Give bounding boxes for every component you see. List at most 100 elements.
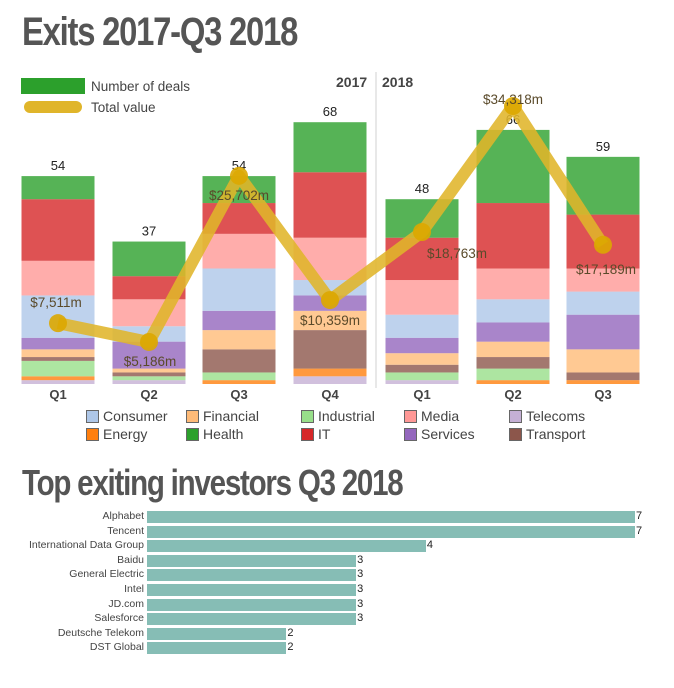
bar-segment-media (566, 268, 640, 292)
investor-bar (147, 540, 426, 553)
bar-segment-consumer (202, 268, 276, 311)
bar-segment-services (476, 322, 550, 342)
bar-segment-transport (385, 364, 459, 373)
bar-segment-industrial (21, 360, 95, 377)
bar-segment-services (202, 310, 276, 331)
investor-row: JD.com 3 (0, 598, 674, 613)
investor-label: International Data Group (29, 539, 144, 552)
investor-bar (147, 525, 635, 538)
investor-value: 3 (357, 612, 364, 625)
bar-segment-health (293, 122, 367, 173)
bar-total-label: 59 (596, 139, 610, 154)
legend-label: Financial (203, 408, 260, 424)
bar-segment-telecoms (293, 376, 367, 384)
legend-swatch (86, 409, 99, 423)
bar-segment-telecoms (385, 380, 459, 384)
x-tick-label: Q3 (230, 387, 247, 402)
legend-swatch (404, 409, 417, 423)
bar-segment-telecoms (21, 380, 95, 384)
legend-swatch (404, 427, 417, 441)
legend-swatch (86, 427, 99, 441)
bar-segment-energy (293, 368, 367, 377)
total-value-point (49, 314, 67, 333)
bar-segment-transport (202, 349, 276, 373)
legend-label: Health (203, 426, 244, 442)
legend-swatch-deals (21, 78, 85, 94)
investor-row: Salesforce 3 (0, 612, 674, 627)
bar-segment-it (21, 199, 95, 261)
investor-row: General Electric 3 (0, 568, 674, 583)
investor-value: 2 (287, 626, 294, 639)
investor-row: Deutsche Telekom 2 (0, 627, 674, 642)
total-value-point (504, 97, 522, 116)
x-tick-label: Q2 (504, 387, 521, 402)
legend-swatch (186, 427, 199, 441)
bar-segment-energy (566, 380, 640, 384)
total-value-point (321, 291, 339, 310)
bar-segment-transport (566, 372, 640, 381)
bar-segment-services (566, 314, 640, 350)
bar-segment-media (476, 268, 550, 300)
investor-row: Baidu 3 (0, 554, 674, 569)
bar-segment-telecoms (112, 380, 186, 384)
bar-segment-financial (112, 368, 186, 373)
investor-bar (147, 627, 287, 640)
investor-bar (147, 642, 287, 655)
bar-segment-financial (202, 330, 276, 350)
bar-segment-financial (566, 349, 640, 373)
investor-bar (147, 598, 357, 611)
chart-title: Exits 2017-Q3 2018 (22, 10, 298, 54)
x-tick-label: Q4 (321, 387, 339, 402)
investor-value: 2 (287, 641, 294, 654)
legend-item-industrial: Industrial (301, 407, 375, 425)
bar-segment-media (385, 280, 459, 315)
bar-segment-financial (385, 353, 459, 365)
legend-label-deals: Number of deals (91, 79, 190, 94)
legend-swatch (509, 409, 522, 423)
legend-item-financial: Financial (186, 407, 259, 425)
legend-item-consumer: Consumer (86, 407, 168, 425)
bar-segment-financial (293, 310, 367, 331)
investor-row: Tencent 7 (0, 525, 674, 540)
bar-segment-services (21, 337, 95, 350)
total-value-label: $34,318m (483, 92, 543, 107)
total-value-label: $25,702m (209, 188, 269, 203)
investor-value: 3 (357, 583, 364, 595)
year-label-2018: 2018 (382, 74, 413, 90)
investor-label: Deutsche Telekom (57, 626, 144, 639)
legend-swatch (301, 409, 314, 423)
bar-segment-financial (476, 341, 550, 358)
legend-swatch (301, 427, 314, 441)
x-tick-label: Q1 (49, 387, 66, 402)
bar-segment-financial (21, 349, 95, 358)
stacked-bar-chart: Number of deals Total value 2017 2018 54… (21, 72, 640, 402)
investor-value: 3 (357, 553, 364, 566)
legend-swatch-value (24, 101, 82, 113)
bar-segment-transport (112, 372, 186, 377)
x-tick-label: Q2 (140, 387, 157, 402)
legend-label-value: Total value (91, 100, 156, 115)
bar-segment-energy (202, 380, 276, 384)
investor-bar (147, 613, 357, 626)
bar-segment-consumer (566, 291, 640, 315)
legend-swatch (186, 409, 199, 423)
total-value-label: $10,359m (300, 313, 360, 328)
investor-value: 7 (636, 524, 643, 537)
legend-label: Media (421, 408, 460, 424)
top-legend: Number of deals Total value (21, 78, 190, 115)
bar-total-label: 68 (323, 104, 337, 119)
legend-item-energy: Energy (86, 425, 147, 443)
legend-item-media: Media (404, 407, 459, 425)
investor-bar (147, 554, 357, 567)
legend-label: Services (421, 426, 475, 442)
investor-label: Intel (124, 583, 144, 595)
bar-segment-transport (21, 357, 95, 361)
investor-value: 4 (426, 539, 433, 552)
investor-row: DST Global 2 (0, 641, 674, 656)
investor-label: JD.com (108, 597, 144, 610)
bar-segment-industrial (385, 372, 459, 381)
bar-segment-industrial (202, 372, 276, 381)
bar-segment-industrial (476, 368, 550, 381)
investor-label: Salesforce (94, 612, 144, 625)
investor-label: General Electric (69, 568, 144, 581)
